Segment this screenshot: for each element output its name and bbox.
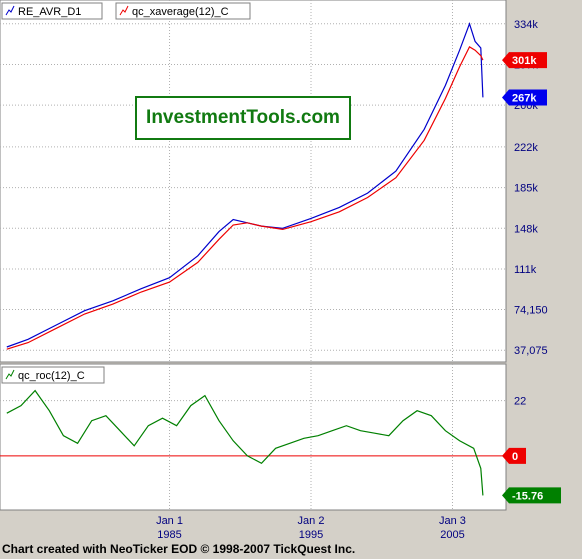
price-y-tick-label: 185k xyxy=(514,183,538,195)
price-y-tick-label: 74,150 xyxy=(514,304,548,316)
footer-copyright: Chart created with NeoTicker EOD © 1998-… xyxy=(2,542,356,556)
legend-roc-label: qc_roc(12)_C xyxy=(18,370,85,382)
date-tick-label: Jan 2 xyxy=(298,515,325,527)
price-value-badge xyxy=(502,89,547,106)
price-y-tick-label: 222k xyxy=(514,142,538,154)
roc-y-tick-label: 22 xyxy=(514,396,526,408)
roc-value-badge xyxy=(502,487,561,504)
roc-value-badge-label: 0 xyxy=(512,451,518,463)
price-y-tick-label: 111k xyxy=(514,264,537,276)
roc-series-0-line xyxy=(6,389,484,496)
price-value-badge-label: 267k xyxy=(512,92,537,104)
price-legend: RE_AVR_D1 qc_xaverage(12)_C xyxy=(1,2,251,20)
legend-box-roc xyxy=(1,366,105,384)
price-value-badge-label: 301k xyxy=(512,55,537,67)
roc-value-badge-label: -15.76 xyxy=(512,490,543,502)
date-tick-year: 1995 xyxy=(299,529,323,541)
legend-average-label: qc_xaverage(12)_C xyxy=(132,6,229,18)
roc-line-icon xyxy=(5,369,15,380)
legend-box-average xyxy=(115,2,251,20)
date-tick-year: 2005 xyxy=(440,529,464,541)
date-axis: Jan 1 1985 Jan 2 1995 Jan 3 2005 xyxy=(156,515,466,541)
price-panel xyxy=(0,0,507,363)
price-y-tick-label: 148k xyxy=(514,223,538,235)
date-tick-label: Jan 3 xyxy=(439,515,466,527)
price-value-badge xyxy=(502,52,547,69)
price-series xyxy=(6,21,484,350)
price-y-tick-label: 37,075 xyxy=(514,345,548,357)
legend-price-label: RE_AVR_D1 xyxy=(18,6,81,18)
average-line-icon xyxy=(119,5,129,16)
roc-panel xyxy=(0,363,507,511)
value-badges: 301k 267k 0 -15.76 xyxy=(502,52,561,504)
date-tick-label: Jan 1 xyxy=(156,515,183,527)
investmenttools-logo: InvestmentTools.com xyxy=(135,96,351,140)
date-tick-year: 1985 xyxy=(157,529,181,541)
roc-legend: qc_roc(12)_C xyxy=(1,366,105,384)
price-line-icon xyxy=(5,5,15,16)
roc-value-badge xyxy=(502,447,526,464)
price-grid xyxy=(0,0,506,362)
roc-series xyxy=(6,389,484,496)
legend-box-price xyxy=(1,2,103,20)
price-series-1-line xyxy=(6,46,484,350)
price-y-tick-label: 334k xyxy=(514,19,538,31)
